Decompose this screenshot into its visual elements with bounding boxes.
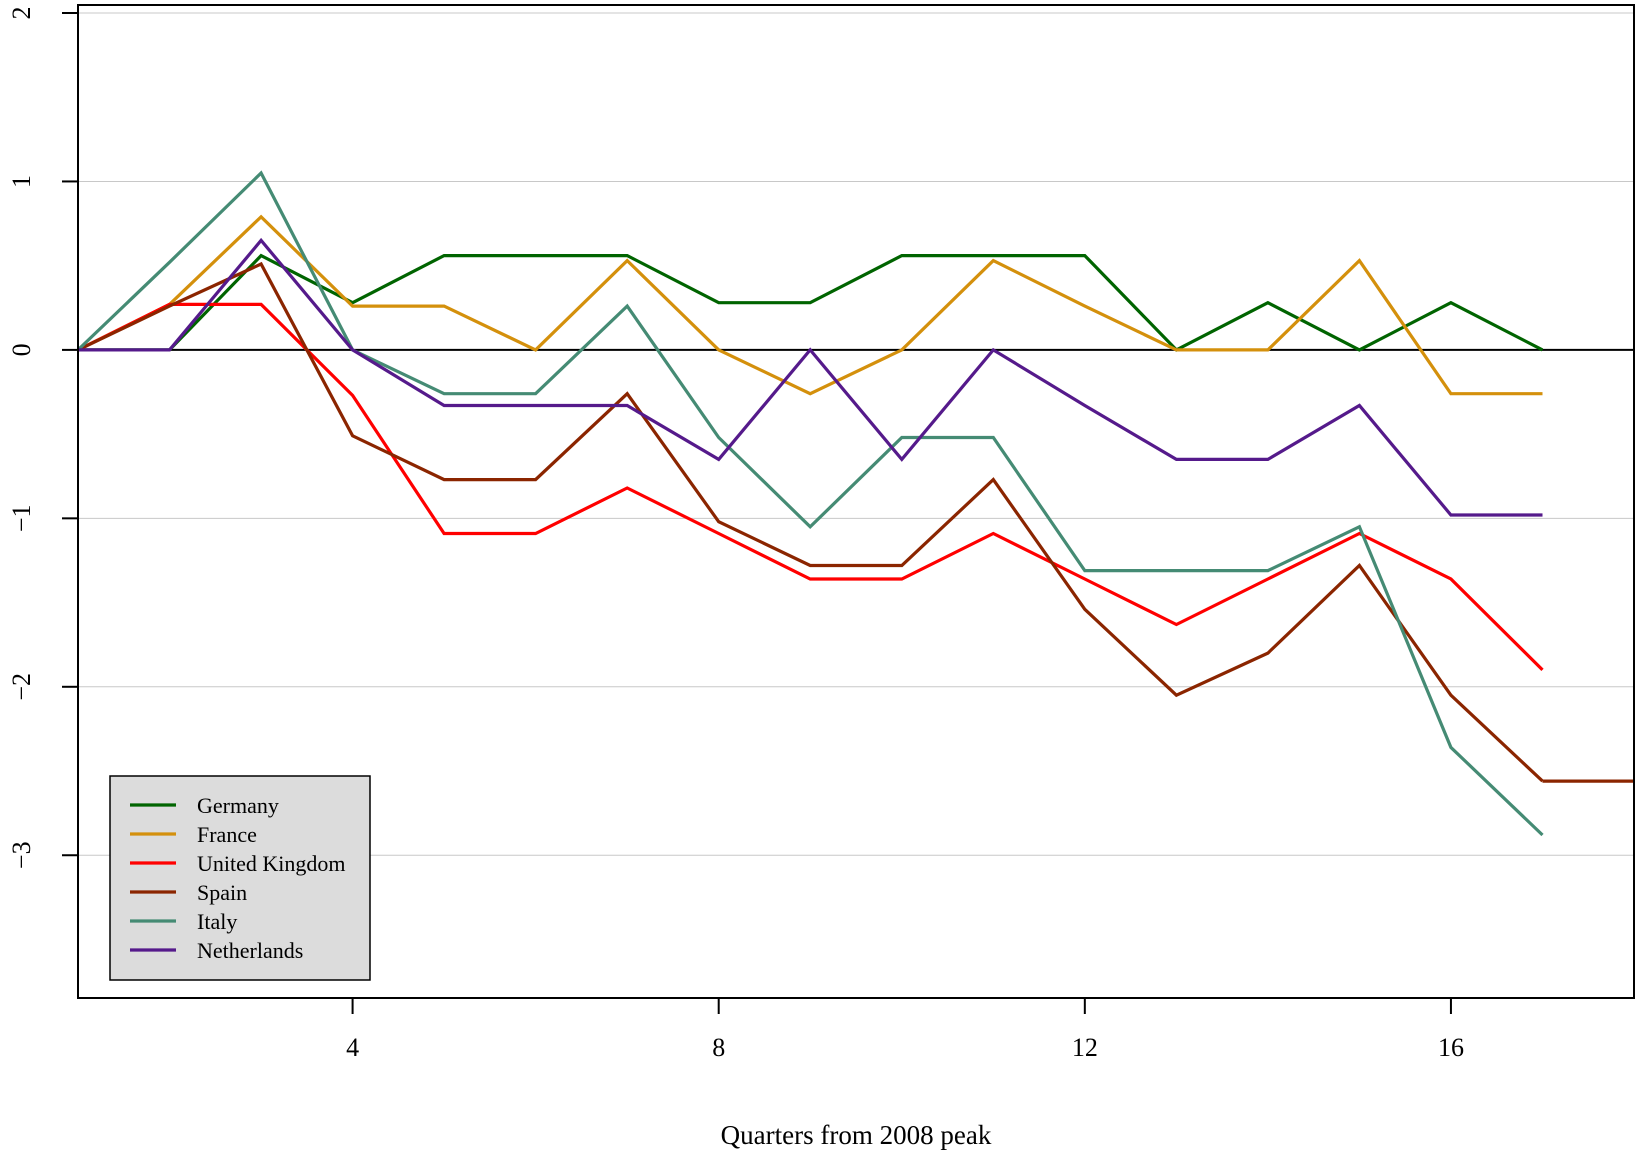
legend-label-spain: Spain xyxy=(197,880,247,905)
series-line-france xyxy=(77,214,1543,396)
series-line-spain xyxy=(77,261,1544,783)
x-tick-label: 4 xyxy=(346,1033,359,1062)
y-tick-label: 2 xyxy=(7,7,36,20)
legend-label-germany: Germany xyxy=(197,793,279,818)
legend: Germany France United Kingdom Spain Italy Net… xyxy=(109,775,371,981)
y-tick-label: −2 xyxy=(7,673,36,701)
x-tick-label: 12 xyxy=(1072,1033,1098,1062)
legend-label-united-kingdom: United Kingdom xyxy=(197,851,346,876)
x-axis-label: Quarters from 2008 peak xyxy=(721,1120,992,1150)
legend-label-italy: Italy xyxy=(197,909,237,934)
x-tick-label: 16 xyxy=(1438,1033,1464,1062)
x-tick-label: 8 xyxy=(712,1033,725,1062)
y-axis: −3 −2 −1 0 1 2 xyxy=(7,7,78,869)
series-line-netherlands xyxy=(78,237,1543,517)
grid-layer xyxy=(78,12,1634,856)
legend-label-france: France xyxy=(197,822,257,847)
y-tick-label: −3 xyxy=(7,841,36,869)
series-layer xyxy=(76,170,1634,837)
y-tick-label: 1 xyxy=(7,175,36,188)
x-axis: 4 8 12 16 xyxy=(346,998,1464,1062)
y-tick-label: 0 xyxy=(7,343,36,356)
legend-label-netherlands: Netherlands xyxy=(197,938,303,963)
series-line-united-kingdom xyxy=(77,302,1544,672)
series-line-italy xyxy=(76,170,1544,837)
plot-frame xyxy=(77,4,1635,999)
y-tick-label: −1 xyxy=(7,505,36,533)
legend-box xyxy=(109,775,371,981)
